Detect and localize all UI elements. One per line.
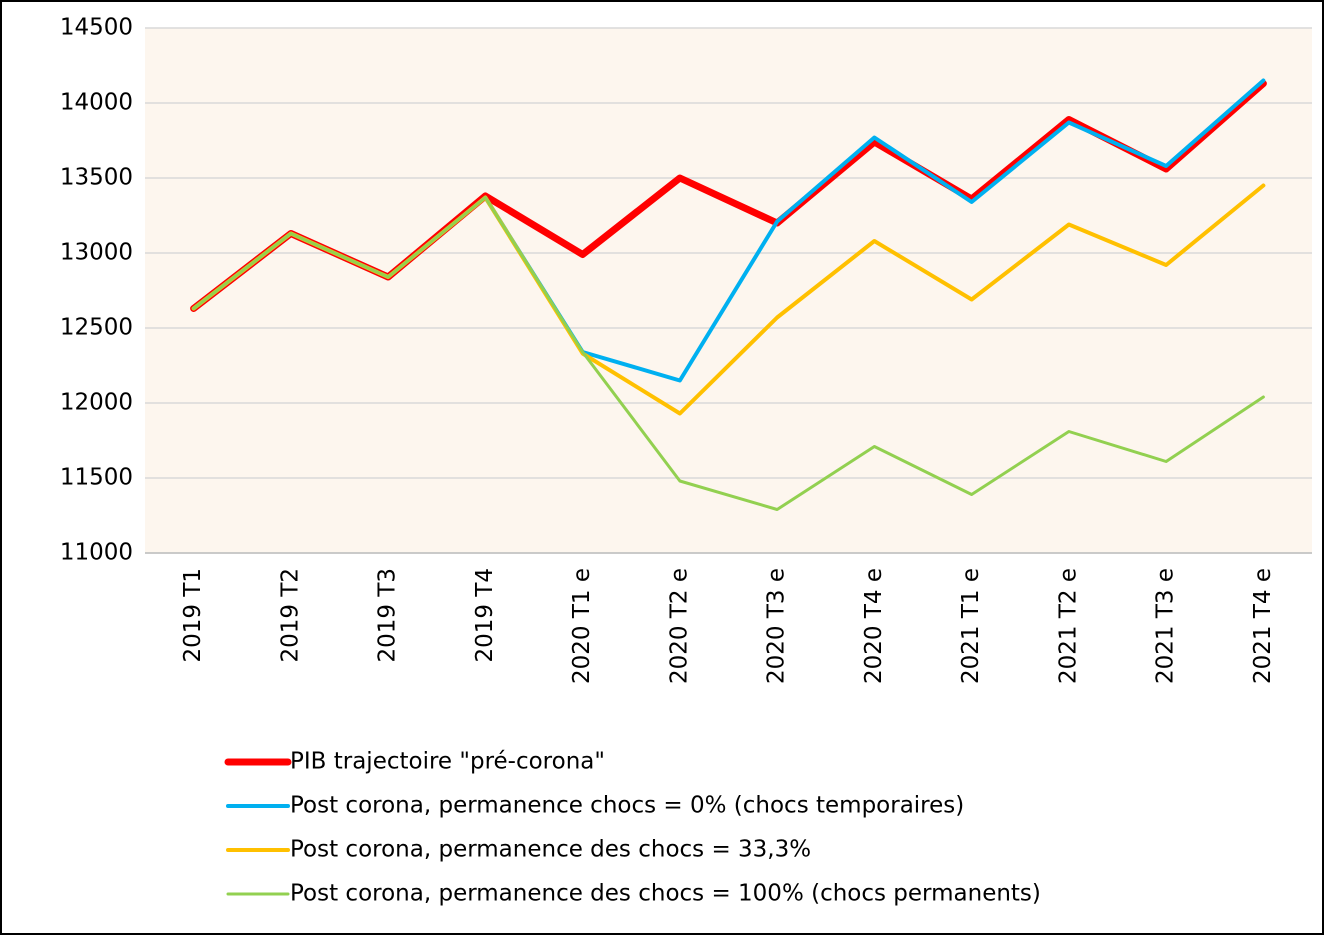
y-tick-label: 11000 xyxy=(60,540,133,566)
series-line xyxy=(192,196,1265,511)
y-tick-label: 14000 xyxy=(60,90,133,116)
x-tick-label: 2019 T4 xyxy=(472,568,498,663)
x-tick-label: 2020 T2 e xyxy=(666,568,692,684)
x-tick-label: 2021 T4 e xyxy=(1250,568,1276,684)
x-tick-label: 2020 T3 e xyxy=(764,568,790,684)
y-tick-label: 13000 xyxy=(60,240,133,266)
legend-label: Post corona, permanence des chocs = 33,3… xyxy=(290,837,811,863)
y-tick-label: 12000 xyxy=(60,390,133,416)
y-tick-label: 11500 xyxy=(60,465,133,491)
x-tick-label: 2019 T1 xyxy=(180,568,206,663)
x-tick-label: 2021 T3 e xyxy=(1153,568,1179,684)
legend-label: PIB trajectoire "pré-corona" xyxy=(290,749,605,775)
x-tick-label: 2021 T1 e xyxy=(958,568,984,684)
y-tick-label: 13500 xyxy=(60,165,133,191)
x-tick-label: 2020 T4 e xyxy=(861,568,887,684)
y-tick-label: 12500 xyxy=(60,315,133,341)
legend-label: Post corona, permanence chocs = 0% (choc… xyxy=(290,793,964,819)
plot-area xyxy=(145,28,1312,553)
legend-label: Post corona, permanence des chocs = 100%… xyxy=(290,881,1041,907)
x-tick-label: 2019 T2 xyxy=(277,568,303,663)
y-tick-label: 14500 xyxy=(60,15,133,41)
x-tick-label: 2020 T1 e xyxy=(569,568,595,684)
x-tick-label: 2019 T3 xyxy=(375,568,401,663)
x-tick-label: 2021 T2 e xyxy=(1055,568,1081,684)
